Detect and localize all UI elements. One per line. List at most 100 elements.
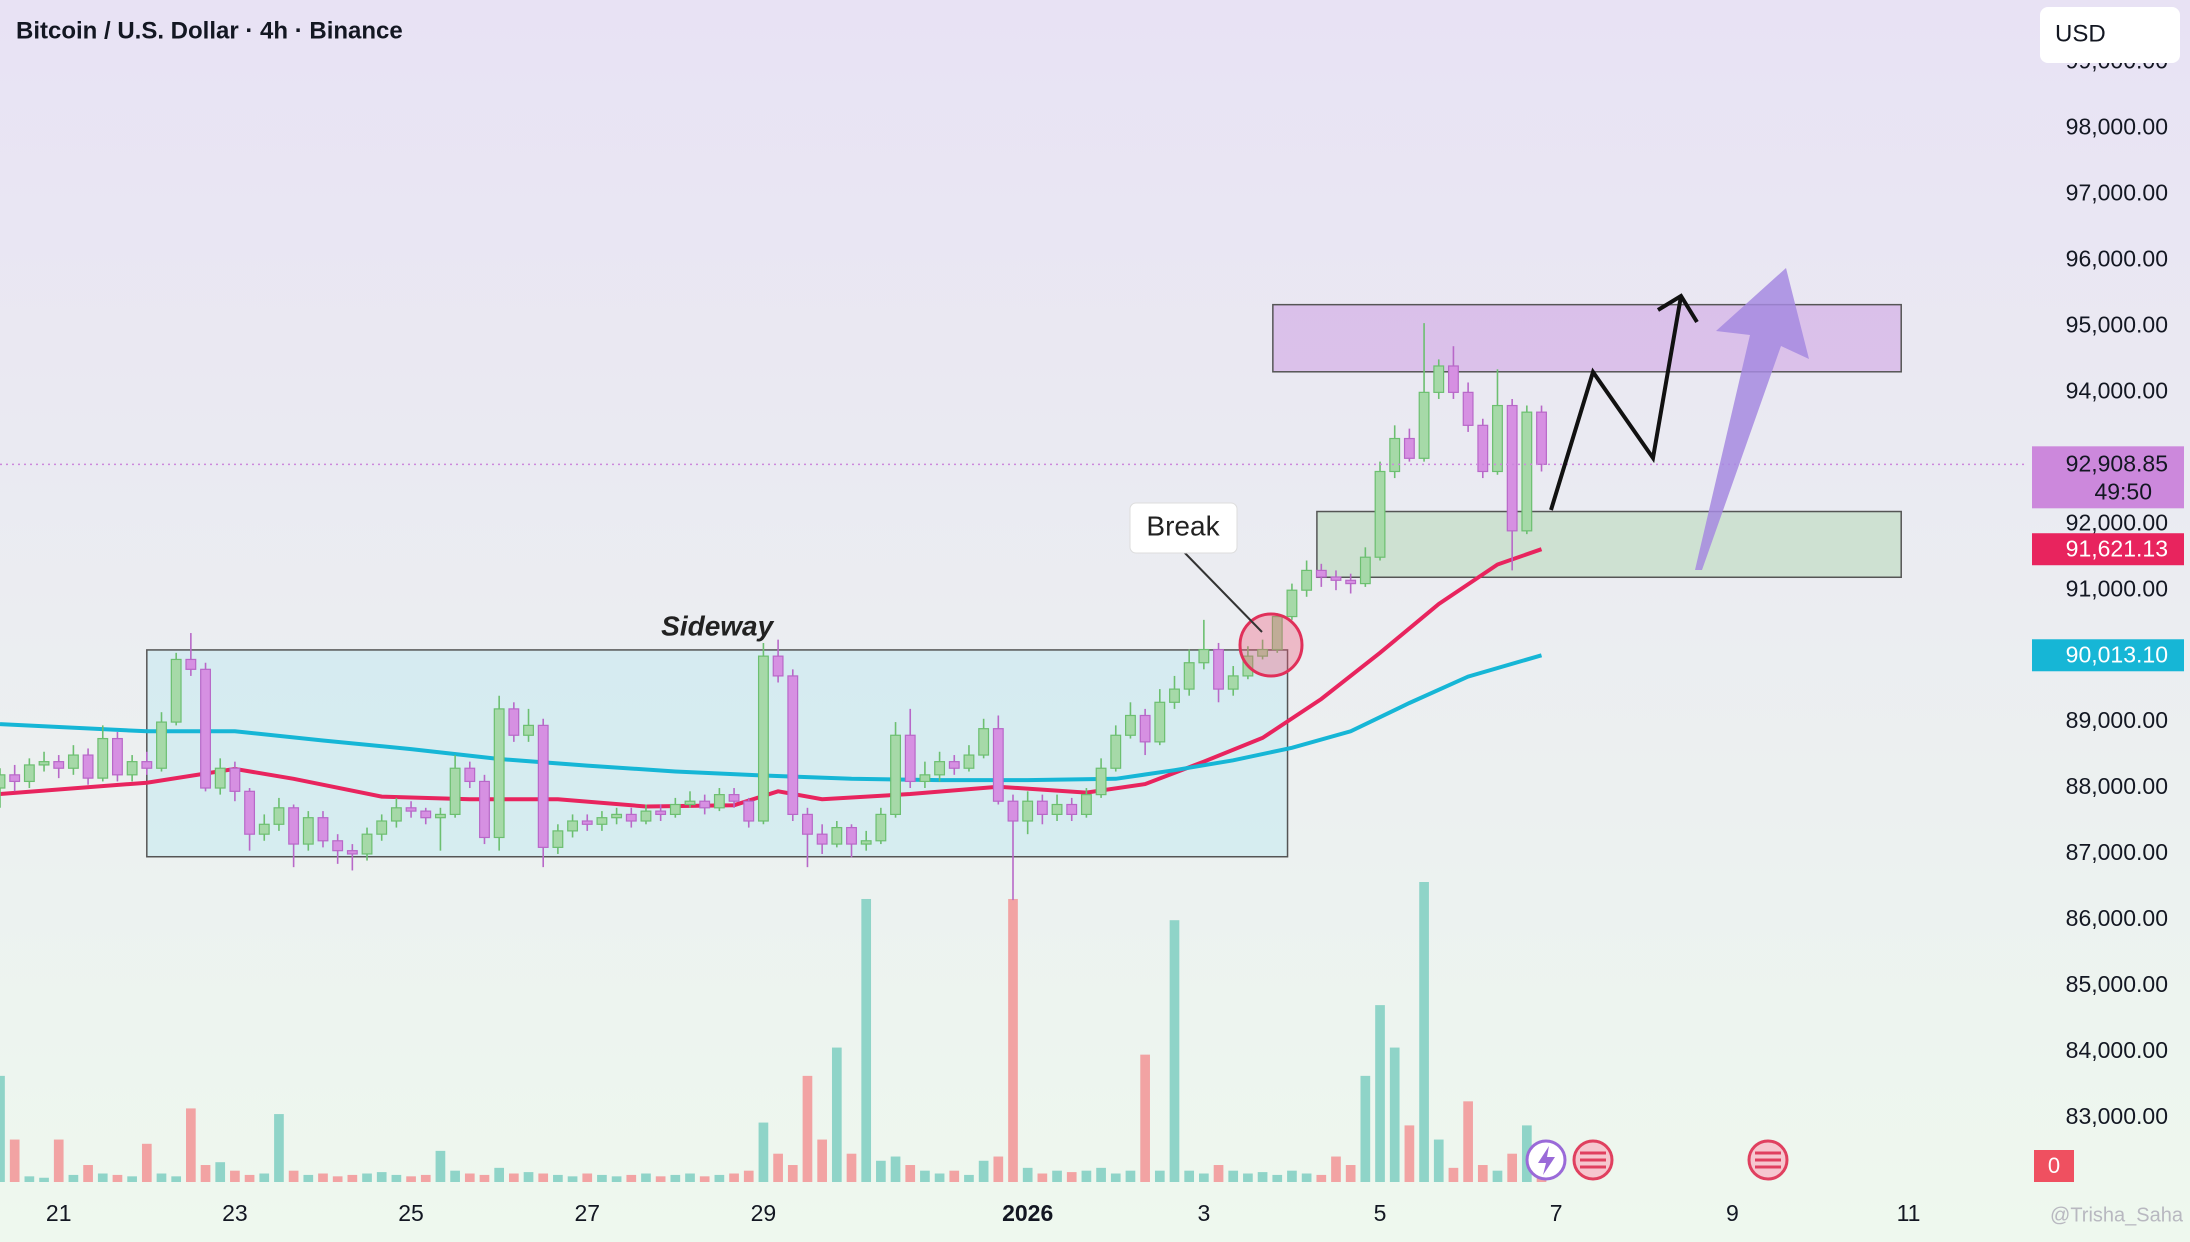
volume-bar [964,1174,974,1182]
candle-body [640,810,652,822]
candle-body [904,734,916,783]
volume-bar [1213,1165,1224,1182]
volume-bar [1096,1167,1106,1182]
volume-bar [435,1150,446,1182]
y-tick-label: 86,000.00 [2066,905,2168,931]
volume-bar [1125,1170,1136,1182]
volume-bar [1154,1170,1165,1182]
candle-body [405,807,417,812]
candle-body [170,658,182,723]
us-flag-icon[interactable] [1572,1139,1614,1181]
volume-bar [1404,1125,1415,1182]
volume-bar [714,1174,725,1182]
volume-bar [112,1174,123,1182]
candle-body [420,810,432,819]
candle-body [464,767,476,783]
break-pointer [1181,549,1263,633]
x-tick-label: 27 [574,1200,600,1226]
x-tick-label: 9 [1726,1200,1739,1226]
volume-bar [773,1153,783,1182]
volume-bar [876,1160,886,1182]
volume-bar [743,1170,754,1182]
candle-body [200,668,211,789]
volume-bar [230,1170,240,1182]
volume-bar [861,898,872,1182]
candle-body [1506,404,1518,532]
candle-body [1066,803,1078,815]
us-flag-icon[interactable] [1747,1139,1789,1181]
candle-body [787,675,799,815]
volume-bar [993,1156,1004,1182]
volume-bar [303,1174,314,1182]
volume-bar [1433,1139,1444,1182]
volume-bar [420,1174,431,1182]
volume-bar [597,1174,607,1182]
candle-body [567,820,579,832]
candle-body [53,761,65,769]
y-tick-label: 98,000.00 [2066,114,2168,140]
candle-body [1477,424,1489,473]
candle-body [390,807,402,822]
candle-body [684,800,696,806]
candle-body [757,655,769,822]
candle-body [0,774,6,789]
candle-body [1198,648,1210,664]
candle-body [713,794,725,809]
candle-body [449,767,461,815]
candle-body [1374,470,1386,558]
candle-body [537,724,549,848]
volume-tick-label: 0 [2048,1153,2060,1178]
candle-body [831,826,843,845]
candle-body [1183,662,1195,690]
candle-body [802,813,813,835]
volume-bar [905,1165,916,1182]
countdown-label: 49:50 [2094,478,2152,504]
volume-bar [655,1176,666,1182]
candle-body [860,840,872,845]
candle-body [1301,569,1313,591]
volume-bar [450,1170,460,1182]
volume-bar [699,1176,710,1182]
candle-body [978,728,990,756]
volume-bar [553,1174,563,1182]
y-tick-label: 96,000.00 [2066,246,2168,272]
candle-body [581,820,593,825]
volume-bar [978,1160,989,1182]
volume-bar [141,1143,152,1182]
volume-bar [362,1173,372,1182]
y-tick-label: 84,000.00 [2066,1037,2168,1063]
volume-bar [1140,1054,1150,1182]
volume-bar [24,1176,35,1182]
currency-button[interactable] [2040,7,2180,63]
candle-body [288,807,300,845]
zone [1316,510,1902,579]
zone-label: Sideway [661,610,774,641]
zone [1272,303,1902,373]
volume-bar [494,1167,505,1182]
candle-body [23,764,35,783]
volume-bar [831,1047,842,1182]
volume-bar [1360,1075,1371,1182]
volume-tag [2034,1150,2074,1182]
candle-body [1315,569,1327,578]
bullish-arrow [1695,268,1809,570]
x-tick-label: 11 [1897,1200,1921,1226]
volume-bar [1316,1174,1327,1182]
y-tick-label: 83,000.00 [2066,1103,2168,1129]
volume-bar [186,1108,196,1182]
volume-bar [1477,1165,1488,1182]
candle-body [1051,803,1063,815]
x-tick-label: 21 [46,1200,72,1226]
candle-body [596,817,608,825]
volume-bar [626,1174,637,1182]
candle-body [816,833,828,845]
candle-body [112,737,123,776]
candle-body [1007,800,1019,822]
volume-bar [244,1174,255,1182]
volume-bar [83,1165,93,1182]
volume-bar [1507,1153,1518,1182]
volume-bar [0,1075,5,1182]
candle-body [1418,391,1430,459]
candle-body [772,655,784,677]
candle-body [479,780,490,839]
